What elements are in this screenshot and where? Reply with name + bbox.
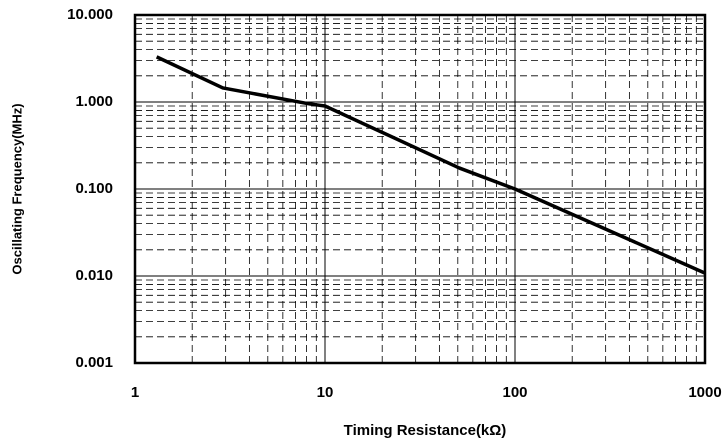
- y-tick-label: 10.000: [67, 6, 113, 23]
- x-tick-label: 1000: [688, 384, 721, 401]
- y-tick-label: 1.000: [75, 93, 113, 110]
- y-tick-label: 0.001: [75, 354, 113, 371]
- x-axis-label: Timing Resistance(kΩ): [344, 422, 507, 439]
- x-tick-label: 1: [131, 384, 139, 401]
- y-tick-label: 0.010: [75, 267, 113, 284]
- x-tick-label: 100: [502, 384, 527, 401]
- y-tick-label: 0.100: [75, 180, 113, 197]
- y-axis-label: Oscillating Frequency(MHz): [9, 103, 24, 274]
- plot-frame: [133, 13, 707, 365]
- x-tick-label: 10: [317, 384, 334, 401]
- data-line: [155, 55, 706, 275]
